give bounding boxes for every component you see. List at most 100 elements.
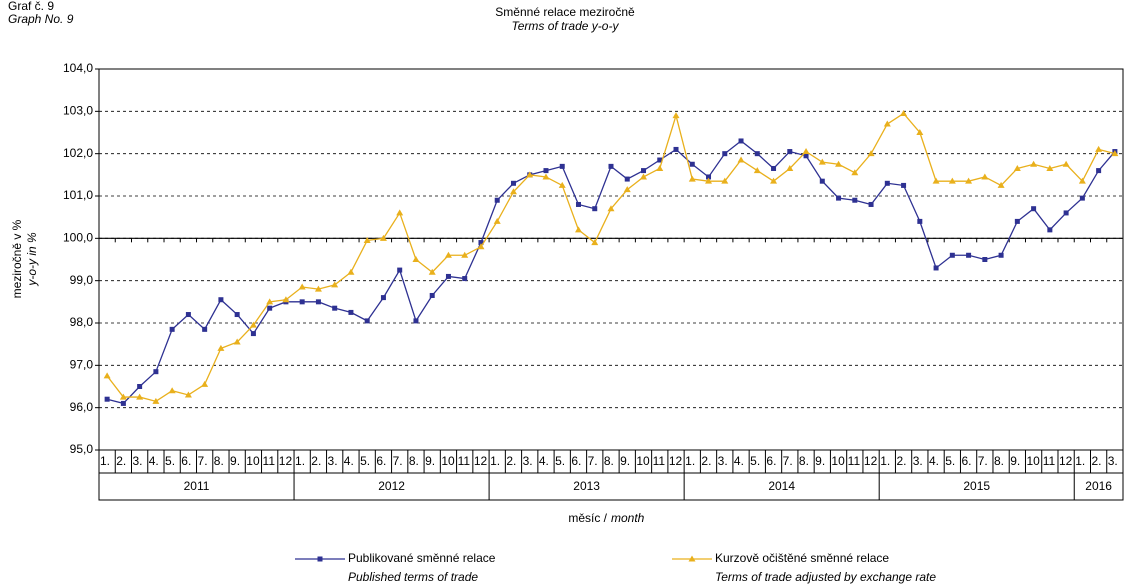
marker xyxy=(623,186,631,193)
marker xyxy=(868,201,874,207)
marker xyxy=(867,150,875,157)
marker xyxy=(461,251,469,258)
marker xyxy=(1013,164,1021,171)
marker xyxy=(705,177,713,184)
marker xyxy=(753,167,761,174)
x-tick-label: 1. xyxy=(685,454,695,468)
marker xyxy=(218,297,224,303)
marker xyxy=(672,112,680,119)
marker xyxy=(738,138,744,144)
marker xyxy=(363,236,371,243)
x-tick-label: 11 xyxy=(653,454,666,468)
x-tick-label: 8. xyxy=(604,454,614,468)
marker xyxy=(884,180,890,186)
marker xyxy=(379,234,387,241)
marker xyxy=(526,171,534,178)
x-tick-label: 11 xyxy=(458,454,471,468)
x-tick-label: 7. xyxy=(393,454,403,468)
y-tick-label: 96,0 xyxy=(70,400,94,414)
x-tick-label: 3. xyxy=(133,454,143,468)
marker xyxy=(120,400,126,406)
marker xyxy=(836,195,842,201)
marker xyxy=(104,396,110,402)
marker xyxy=(722,151,728,157)
x-tick-label: 2. xyxy=(506,454,516,468)
marker xyxy=(397,267,403,273)
marker xyxy=(949,252,955,258)
marker xyxy=(1111,150,1119,157)
marker xyxy=(478,240,484,246)
marker xyxy=(509,188,517,195)
x-tick-label: 4. xyxy=(929,454,939,468)
legend-label: Kurzově očištěné směnné relace xyxy=(715,551,889,565)
x-tick-label: 3. xyxy=(913,454,923,468)
marker xyxy=(900,109,908,116)
y-tick-label: 99,0 xyxy=(70,273,94,287)
marker xyxy=(1031,206,1037,212)
marker xyxy=(607,205,615,212)
x-tick-label: 7. xyxy=(978,454,988,468)
marker xyxy=(982,257,988,262)
marker xyxy=(103,372,111,379)
marker xyxy=(348,309,354,315)
marker xyxy=(249,321,257,328)
category-box xyxy=(98,449,1124,501)
marker xyxy=(558,181,566,188)
marker xyxy=(1014,218,1020,224)
x-tick-label: 12 xyxy=(279,454,293,468)
legend-label-en: Published terms of trade xyxy=(348,570,478,584)
legend-marker xyxy=(317,556,323,562)
x-tick-label: 11 xyxy=(848,454,861,468)
marker xyxy=(380,295,386,301)
marker xyxy=(1095,145,1103,152)
x-tick-label: 5. xyxy=(555,454,565,468)
x-tick-label: 12 xyxy=(1059,454,1073,468)
marker xyxy=(233,338,241,345)
marker xyxy=(510,180,516,186)
x-tick-label: 2. xyxy=(701,454,711,468)
marker xyxy=(314,285,322,292)
marker xyxy=(331,281,339,288)
marker xyxy=(153,369,159,375)
x-axis-label-en: month xyxy=(611,511,645,525)
marker xyxy=(933,265,939,271)
plot-area xyxy=(98,68,1124,451)
marker xyxy=(347,268,355,275)
marker xyxy=(298,283,306,290)
x-tick-label: 6. xyxy=(766,454,776,468)
x-tick-label: 3. xyxy=(523,454,533,468)
marker xyxy=(1096,168,1102,174)
marker xyxy=(591,239,599,246)
marker xyxy=(673,146,679,152)
x-tick-label: 1. xyxy=(295,454,305,468)
marker xyxy=(299,299,305,305)
marker xyxy=(1063,210,1069,216)
x-tick-label: 2. xyxy=(116,454,126,468)
marker xyxy=(412,256,420,262)
y-tick-label: 95,0 xyxy=(70,442,94,456)
marker xyxy=(1079,195,1085,201)
x-tick-label: 9. xyxy=(620,454,630,468)
marker xyxy=(818,158,826,165)
x-tick-label: 11 xyxy=(263,454,276,468)
marker xyxy=(852,197,858,203)
marker xyxy=(152,397,160,404)
marker xyxy=(640,173,648,180)
marker xyxy=(185,312,191,318)
marker xyxy=(168,387,176,394)
year-label: 2015 xyxy=(963,479,990,493)
x-tick-label: 4. xyxy=(539,454,549,468)
legend-label-en: Terms of trade adjusted by exchange rate xyxy=(715,570,936,584)
marker xyxy=(608,163,614,169)
x-tick-label: 3. xyxy=(328,454,338,468)
marker xyxy=(966,252,972,258)
x-tick-label: 12 xyxy=(474,454,488,468)
x-tick-label: 9. xyxy=(815,454,825,468)
x-tick-label: 3. xyxy=(1108,454,1118,468)
x-tick-label: 9. xyxy=(1010,454,1020,468)
marker xyxy=(851,169,859,176)
y-axis-label: meziročně v % xyxy=(10,219,24,298)
year-label: 2016 xyxy=(1085,479,1112,493)
